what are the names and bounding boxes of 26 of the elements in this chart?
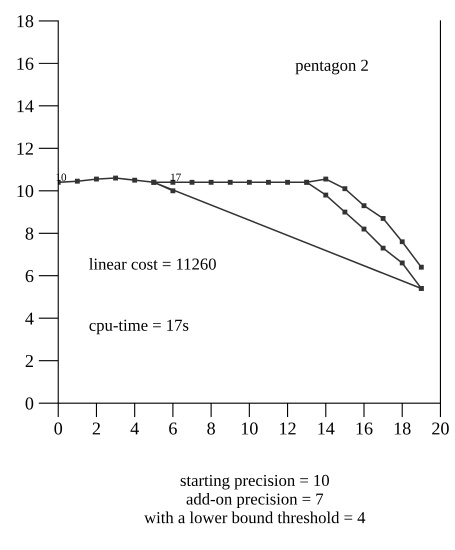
annotation: 17 (171, 174, 181, 181)
y-tick-label: 18 (17, 15, 34, 28)
y-tick-label: 6 (26, 270, 34, 282)
y-tick-label: 10 (17, 185, 34, 198)
x-tick-label: 12 (280, 422, 296, 434)
y-tick-label: 12 (17, 142, 33, 155)
x-tick-label: 10 (242, 422, 258, 435)
x-tick-label: 8 (207, 422, 215, 435)
y-tick-label: 2 (26, 354, 33, 367)
x-tick-label: 6 (169, 422, 177, 435)
annotation: pentagon 2 (295, 60, 368, 74)
y-tick-label: 16 (17, 58, 34, 70)
x-tick-label: 4 (130, 422, 139, 434)
y-tick-label: 4 (25, 312, 34, 324)
y-tick-label: 14 (17, 100, 34, 112)
x-tick-label: 2 (92, 422, 100, 434)
x-tick-label: 16 (356, 422, 372, 435)
annotation: cpu-time = 17s (89, 320, 188, 334)
x-tick-label: 14 (318, 422, 335, 434)
x-tick-label: 20 (432, 422, 449, 435)
y-tick-label: 0 (26, 397, 34, 410)
x-tick-label: 0 (54, 422, 62, 435)
x-tick-label: 18 (394, 422, 411, 435)
y-tick-label: 8 (26, 228, 34, 240)
text: starting precision = 10 add-on precision = 7 with a lower bound threshold = 4 (144, 474, 366, 524)
annotation: linear cost = 11260 (89, 258, 216, 270)
